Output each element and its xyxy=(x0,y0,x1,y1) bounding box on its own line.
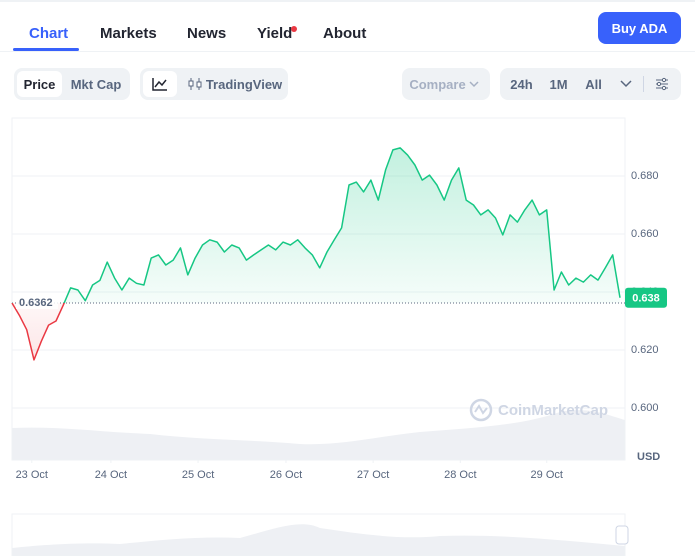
range-button[interactable]: 24h xyxy=(510,76,533,92)
price-badge-label: 0.638 xyxy=(632,293,660,305)
y-tick-label: 0.620 xyxy=(631,344,659,356)
tab[interactable]: About xyxy=(323,25,367,42)
divider xyxy=(643,76,644,92)
price-area xyxy=(12,147,620,360)
tradingview-button[interactable]: TradingView xyxy=(205,76,283,92)
x-tick-label: 25 Oct xyxy=(182,469,214,481)
currency-label: USD xyxy=(637,451,660,463)
baseline-label: 0.6362 xyxy=(19,297,53,309)
x-tick-label: 29 Oct xyxy=(531,469,563,481)
mktcap-button[interactable]: Mkt Cap xyxy=(70,76,122,92)
top-border xyxy=(0,0,695,2)
buy-button[interactable]: Buy ADA xyxy=(598,12,681,44)
x-tick-label: 24 Oct xyxy=(95,469,127,481)
volume-area xyxy=(12,410,625,460)
compare-label: Compare xyxy=(409,76,466,92)
new-dot xyxy=(291,26,297,32)
price-button[interactable]: Price xyxy=(17,71,62,97)
watermark-logo xyxy=(469,398,493,422)
price-line xyxy=(11,147,621,361)
tab[interactable]: News xyxy=(187,25,227,42)
tab[interactable]: Yield xyxy=(257,25,293,42)
y-tick-label: 0.680 xyxy=(631,170,659,182)
y-tick-label: 0.660 xyxy=(631,228,659,240)
range-group xyxy=(500,68,681,100)
line-icon xyxy=(152,78,167,91)
line-chart-button[interactable] xyxy=(143,71,177,97)
tab[interactable]: Markets xyxy=(100,25,157,42)
x-tick-label: 23 Oct xyxy=(16,469,48,481)
plot-frame xyxy=(11,117,626,461)
x-tick-label: 28 Oct xyxy=(444,469,476,481)
baseline-label-bg xyxy=(16,295,58,310)
watermark: CoinMarketCap xyxy=(498,402,608,419)
range-button[interactable]: All xyxy=(585,76,602,92)
tab[interactable]: Chart xyxy=(29,25,69,42)
active-tab-underline xyxy=(13,48,79,51)
navigator-area xyxy=(12,524,625,556)
range-chevron[interactable] xyxy=(619,78,633,90)
candle-icon xyxy=(188,78,202,90)
settings-icon[interactable] xyxy=(655,77,669,91)
y-tick-label: 0.600 xyxy=(631,402,659,414)
nav-divider xyxy=(0,51,695,52)
x-tick-label: 27 Oct xyxy=(357,469,389,481)
range-button[interactable]: 1M xyxy=(549,76,568,92)
navigator-handle[interactable] xyxy=(615,525,629,545)
x-tick-label: 26 Oct xyxy=(270,469,302,481)
chevron xyxy=(469,81,479,88)
price-badge xyxy=(625,287,667,308)
